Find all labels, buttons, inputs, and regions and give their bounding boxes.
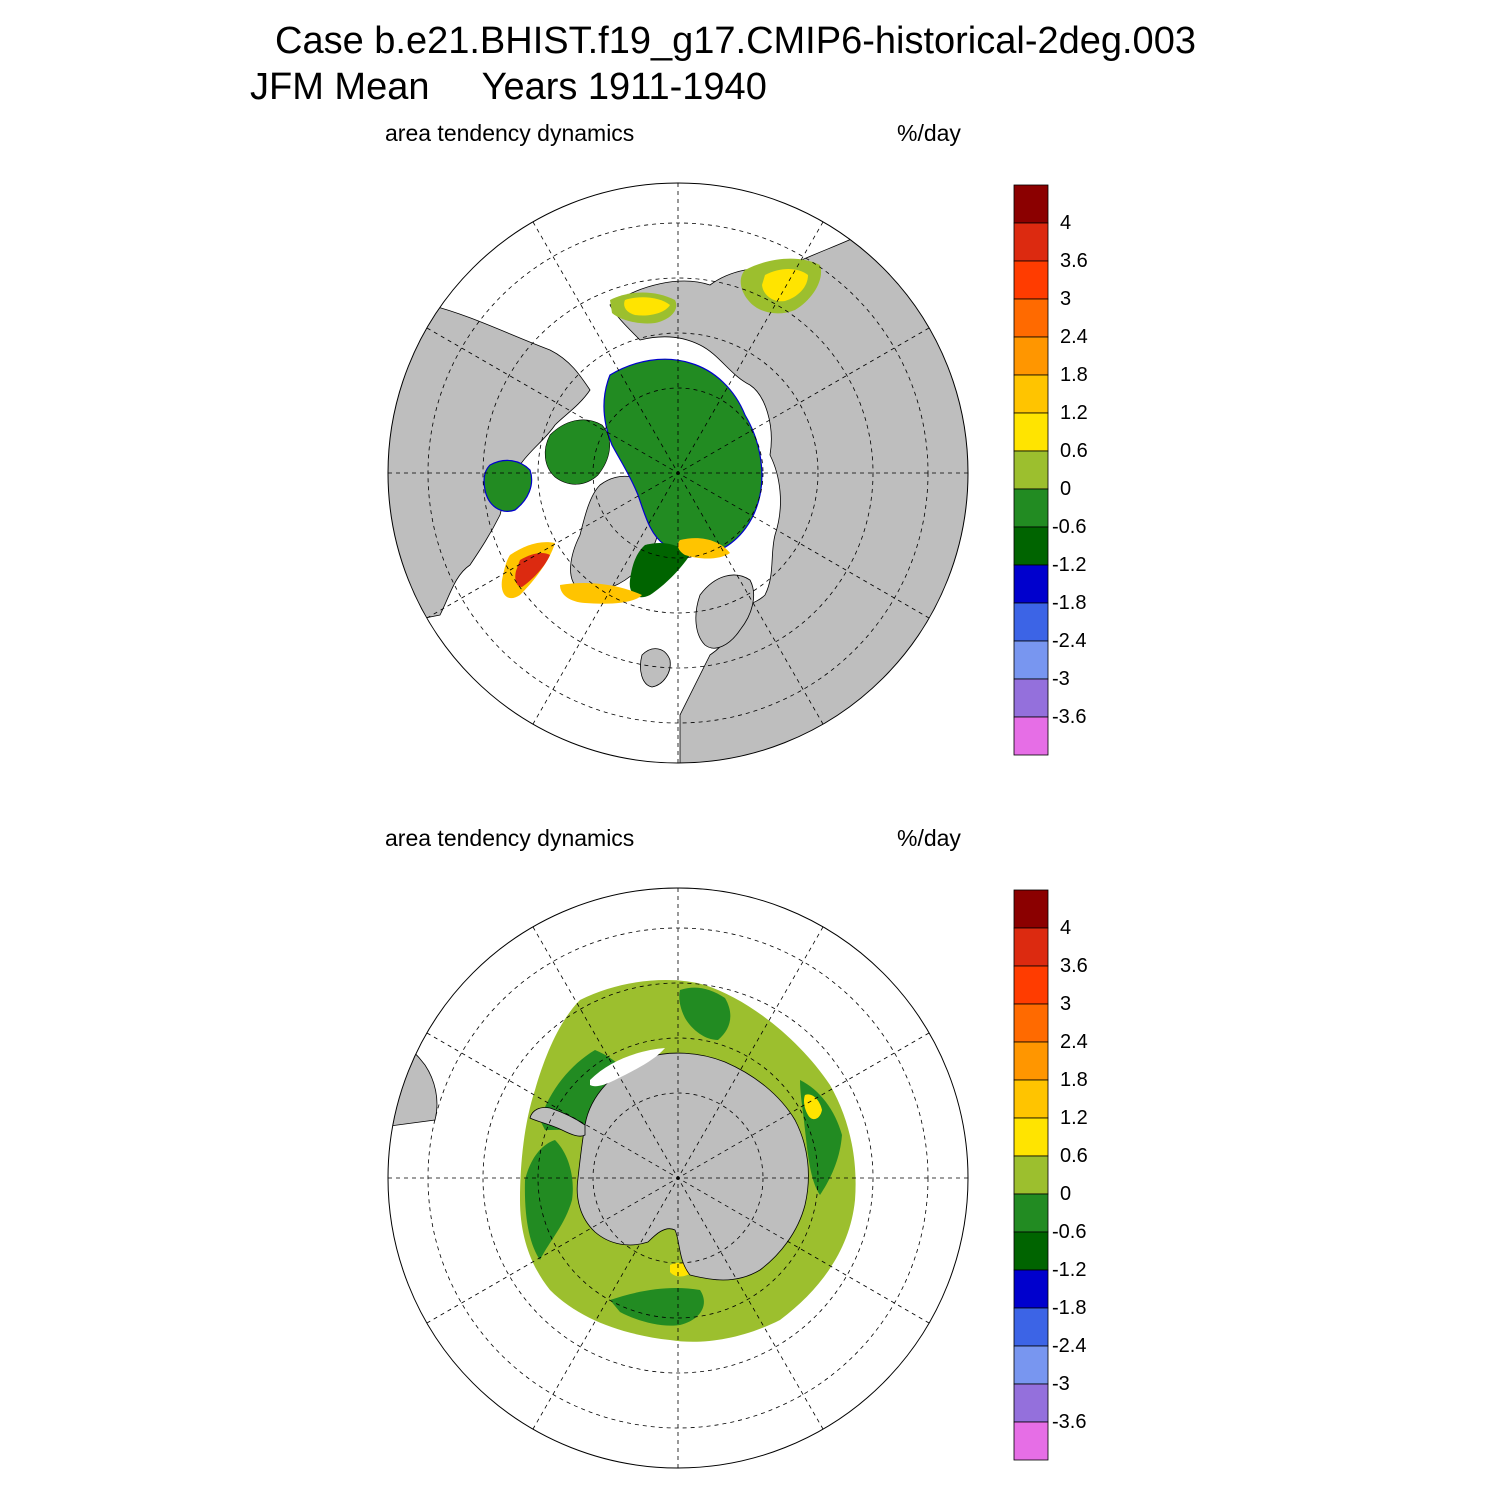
south-colorbar-tick-label: -1.2 xyxy=(1052,1259,1087,1281)
north-colorbar-boxes xyxy=(1013,184,1049,756)
south-colorbar-box xyxy=(1013,1231,1049,1271)
south-colorbar-box xyxy=(1013,1345,1049,1385)
land-british-isles xyxy=(640,648,671,688)
north-colorbar-tick-label: 3 xyxy=(1060,288,1072,310)
land-scandinavia xyxy=(695,574,754,649)
okhotsk-warm xyxy=(762,269,808,302)
south-colorbar-box xyxy=(1013,889,1049,929)
north-colorbar-tick-label: -3.6 xyxy=(1052,706,1087,728)
south-colorbar-tick-label: 0 xyxy=(1060,1183,1072,1205)
north-polar-map-svg xyxy=(387,182,969,764)
barents-ice xyxy=(629,543,690,598)
north-graticule xyxy=(388,183,968,763)
north-colorbar-box xyxy=(1013,222,1049,262)
north-panel-units-label: %/day xyxy=(897,120,961,146)
greenland-sea-edge xyxy=(560,583,642,604)
south-colorbar-box xyxy=(1013,1383,1049,1423)
north-colorbar-tick-label: 0.6 xyxy=(1060,440,1088,462)
north-colorbar-box xyxy=(1013,564,1049,604)
south-colorbar-box xyxy=(1013,1117,1049,1157)
north-colorbar-box xyxy=(1013,640,1049,680)
south-colorbar-tick-label: -2.4 xyxy=(1052,1335,1087,1357)
north-colorbar-tick-label: 1.2 xyxy=(1060,402,1088,424)
south-colorbar-tick-label: 1.8 xyxy=(1060,1069,1088,1091)
south-colorbar-tick-label: 2.4 xyxy=(1060,1031,1088,1053)
north-colorbar-box xyxy=(1013,450,1049,490)
land-antarctic-peninsula xyxy=(529,1107,586,1137)
south-panel-variable-label: area tendency dynamics xyxy=(385,825,635,851)
south-colorbar-box xyxy=(1013,1307,1049,1347)
south-colorbar-tick-label: -3.6 xyxy=(1052,1411,1087,1433)
southern-ocean-warm-patch xyxy=(670,1094,822,1277)
south-colorbar-tick-label: 0.6 xyxy=(1060,1145,1088,1167)
north-polar-map xyxy=(380,175,980,775)
south-colorbar-box xyxy=(1013,1421,1049,1461)
north-colorbar-tick-label: -3 xyxy=(1052,668,1070,690)
north-colorbar-tick-label: 3.6 xyxy=(1060,250,1088,272)
south-graticule xyxy=(388,888,968,1468)
north-colorbar-tick-label: -0.6 xyxy=(1052,516,1087,538)
south-panel-units-label: %/day xyxy=(897,825,961,851)
south-colorbar-box xyxy=(1013,965,1049,1005)
south-colorbar-box xyxy=(1013,1003,1049,1043)
south-colorbar-tick-label: -0.6 xyxy=(1052,1221,1087,1243)
labrador-sea-hot xyxy=(515,552,550,587)
north-colorbar-box xyxy=(1013,298,1049,338)
north-colorbar-box xyxy=(1013,602,1049,642)
figure-title-period: JFM Mean Years 1911-1940 xyxy=(250,66,767,108)
north-colorbar-box xyxy=(1013,260,1049,300)
north-colorbar-tick-label: 2.4 xyxy=(1060,326,1088,348)
north-colorbar-tick-label: 1.8 xyxy=(1060,364,1088,386)
south-colorbar-boxes xyxy=(1013,889,1049,1461)
north-panel-variable-label: area tendency dynamics xyxy=(385,120,635,146)
south-colorbar-box xyxy=(1013,1269,1049,1309)
south-colorbar-box xyxy=(1013,1193,1049,1233)
land-south-america xyxy=(388,1019,438,1131)
south-colorbar-tick-label: -3 xyxy=(1052,1373,1070,1395)
figure-title-case: Case b.e21.BHIST.f19_g17.CMIP6-historica… xyxy=(275,20,1196,62)
south-colorbar-tick-label: 3 xyxy=(1060,993,1072,1015)
bering-warm xyxy=(624,297,670,316)
arctic-ice-core xyxy=(603,358,763,557)
north-colorbar-box xyxy=(1013,184,1049,224)
north-colorbar-box xyxy=(1013,716,1049,756)
south-colorbar-box xyxy=(1013,1155,1049,1195)
hudson-bay xyxy=(483,459,533,512)
north-colorbar-tick-label: 0 xyxy=(1060,478,1072,500)
land-antarctica xyxy=(576,1052,809,1281)
north-colorbar-box xyxy=(1013,488,1049,528)
south-colorbar-tick-label: 1.2 xyxy=(1060,1107,1088,1129)
south-colorbar-box xyxy=(1013,927,1049,967)
south-colorbar-box xyxy=(1013,1079,1049,1119)
north-colorbar-box xyxy=(1013,336,1049,376)
south-colorbar: 4 3.6 3 2.4 1.8 1.2 0.6 0 -0.6 -1.2 -1.8 -2.4 -3 -3.6 xyxy=(1000,880,1120,1480)
north-colorbar-box xyxy=(1013,374,1049,414)
north-colorbar-tick-label: -1.2 xyxy=(1052,554,1087,576)
south-colorbar-tick-label: -1.8 xyxy=(1052,1297,1087,1319)
archipelago-ice xyxy=(544,419,610,485)
weddell-sea-edge xyxy=(590,1048,665,1087)
barents-edge xyxy=(677,538,730,559)
north-colorbar-box xyxy=(1013,526,1049,566)
south-polar-map-svg xyxy=(387,887,969,1469)
south-colorbar-tick-label: 4 xyxy=(1060,917,1072,939)
south-polar-map xyxy=(380,880,980,1480)
north-colorbar-tick-label: -1.8 xyxy=(1052,592,1087,614)
south-colorbar-box xyxy=(1013,1041,1049,1081)
south-colorbar-tick-label: 3.6 xyxy=(1060,955,1088,977)
north-colorbar-tick-label: -2.4 xyxy=(1052,630,1087,652)
north-map-boundary xyxy=(387,182,969,764)
south-map-boundary xyxy=(387,887,969,1469)
north-colorbar-box xyxy=(1013,678,1049,718)
north-colorbar: 4 3.6 3 2.4 1.8 1.2 0.6 0 -0.6 -1.2 -1.8 -2.4 -3 -3.6 xyxy=(1000,175,1120,775)
north-colorbar-tick-label: 4 xyxy=(1060,212,1072,234)
north-colorbar-box xyxy=(1013,412,1049,452)
